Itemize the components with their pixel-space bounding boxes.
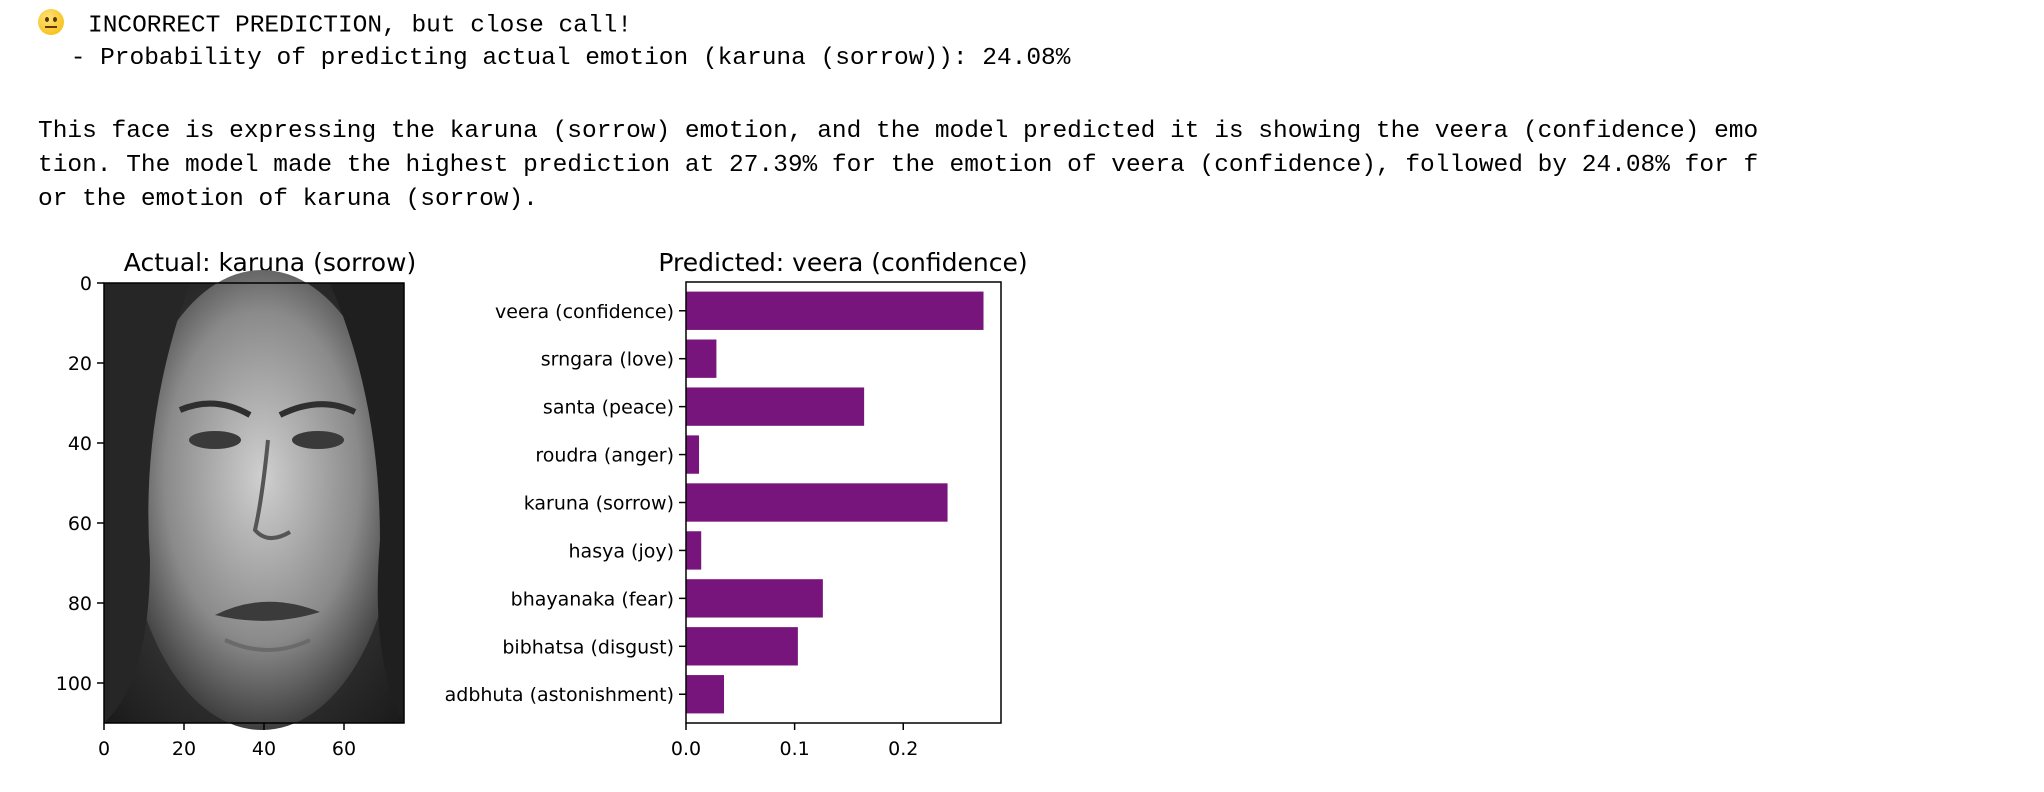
image-y-tick-label: 0	[80, 273, 92, 295]
category-label: bhayanaka (fear)	[511, 588, 674, 610]
description-line: or the emotion of karuna (sorrow).	[38, 186, 538, 213]
bar-chart-title: Predicted: veera (confidence)	[658, 248, 1027, 277]
bar	[686, 339, 717, 378]
category-label: roudra (anger)	[535, 445, 674, 467]
bar-x-tick-label: 0.1	[780, 738, 810, 760]
bar-x-tick-label: 0.0	[671, 738, 701, 760]
description-block: This face is expressing the karuna (sorr…	[38, 115, 1758, 217]
status-headline: INCORRECT PREDICTION, but close call!	[88, 12, 632, 40]
face-image	[104, 270, 404, 730]
prediction-bar-chart: Predicted: veera (confidence) veera (con…	[445, 248, 1028, 760]
category-label: veera (confidence)	[495, 301, 674, 323]
image-x-tick-label: 60	[332, 738, 356, 760]
bar	[686, 435, 700, 474]
image-y-tick-label: 100	[56, 673, 92, 695]
image-axes: 0 20 40 60 0 20 40 60 80 100	[56, 273, 405, 760]
image-x-tick-label: 20	[172, 738, 196, 760]
bar-x-tick-label: 0.2	[888, 738, 918, 760]
description-line: tion. The model made the highest predict…	[38, 152, 1759, 179]
description-line: This face is expressing the karuna (sorr…	[38, 118, 1759, 145]
image-frame	[103, 282, 405, 724]
category-label: bibhatsa (disgust)	[502, 636, 674, 658]
bar	[686, 291, 984, 330]
bar	[686, 627, 798, 666]
image-y-tick-label: 20	[68, 353, 92, 375]
bar	[686, 675, 725, 714]
category-label: karuna (sorrow)	[524, 493, 674, 515]
image-x-tick-label: 0	[98, 738, 110, 760]
image-y-tick-label: 80	[68, 593, 92, 615]
bar	[686, 483, 948, 522]
category-label: hasya (joy)	[569, 540, 674, 562]
category-label: santa (peace)	[543, 397, 674, 419]
neutral-face-icon	[38, 9, 64, 35]
image-x-tick-label: 40	[252, 738, 276, 760]
image-y-tick-label: 60	[68, 513, 92, 535]
bar-series	[686, 291, 984, 714]
status-line: INCORRECT PREDICTION, but close call!	[38, 9, 632, 40]
actual-image-panel: Actual: karuna (sorrow) 0 20 40 60020406080…	[56, 248, 416, 760]
bar	[686, 387, 865, 426]
image-y-tick-label: 40	[68, 433, 92, 455]
category-label: srngara (love)	[541, 349, 674, 371]
bar	[686, 531, 702, 570]
bar	[686, 579, 823, 618]
category-label: adbhuta (astonishment)	[445, 684, 674, 706]
probability-line: - Probability of predicting actual emoti…	[56, 45, 1071, 72]
bar-chart-axes: veera (confidence) srngara (love) santa (p…	[445, 301, 919, 760]
